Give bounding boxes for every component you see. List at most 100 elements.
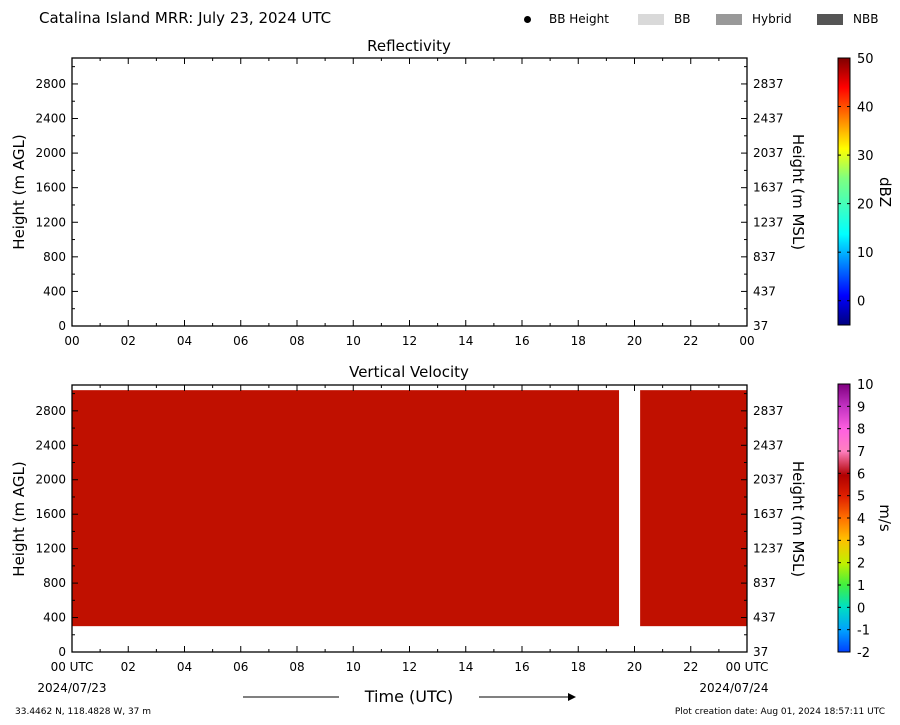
colorbar-tick-label: 10 <box>857 378 874 393</box>
legend-label: BB Height <box>549 12 609 26</box>
creation-date-note: Plot creation date: Aug 01, 2024 18:57:1… <box>675 707 885 717</box>
colorbar-tick-label: 5 <box>857 490 865 505</box>
velocity-ylabel: Height (m AGL) <box>10 461 28 576</box>
reflectivity-colorbar-label: dBZ <box>876 177 894 207</box>
y-tick-label-right: 1237 <box>753 542 784 556</box>
velocity-data-block <box>640 390 747 627</box>
legend-item-hybrid: Hybrid <box>716 12 792 26</box>
x-tick-label: 00 <box>739 334 754 348</box>
colorbar-tick-label: 40 <box>857 101 874 116</box>
y-tick-label-right: 2437 <box>753 112 784 126</box>
legend-box-marker <box>716 14 742 25</box>
y-tick-label-right: 2037 <box>753 473 784 487</box>
y-tick-label: 0 <box>58 645 66 659</box>
legend-dot-marker <box>524 16 531 23</box>
x-tick-label: 14 <box>458 334 473 348</box>
x-tick-label: 02 <box>121 660 136 674</box>
x-tick-label: 10 <box>346 334 361 348</box>
x-tick-label: 18 <box>571 660 586 674</box>
legend-box-marker <box>817 14 843 25</box>
legend-box-marker <box>638 14 664 25</box>
y-tick-label: 2000 <box>35 473 66 487</box>
colorbar-tick-label: -2 <box>857 646 870 661</box>
x-tick-label: 02 <box>121 334 136 348</box>
x-tick-label: 18 <box>571 334 586 348</box>
x-tick-label: 04 <box>177 660 192 674</box>
velocity-ylabel-right: Height (m MSL) <box>789 461 807 577</box>
colorbar-tick-label: 1 <box>857 579 865 594</box>
x-tick-label: 20 <box>627 334 642 348</box>
x-tick-label: 20 <box>627 660 642 674</box>
location-note: 33.4462 N, 118.4828 W, 37 m <box>15 707 151 717</box>
y-tick-label-right: 37 <box>753 645 768 659</box>
y-tick-label: 400 <box>43 284 66 298</box>
y-tick-label-right: 2437 <box>753 438 784 452</box>
colorbar-tick-label: 10 <box>857 246 874 261</box>
colorbar-tick-label: 9 <box>857 400 865 415</box>
y-tick-label: 2800 <box>35 77 66 91</box>
velocity-data-block <box>72 390 620 627</box>
velocity-colorbar-ticks: -2 -1 0 1 2 3 4 5 6 7 8 9 10 <box>838 378 874 661</box>
page-title: Catalina Island MRR: July 23, 2024 UTC <box>39 9 332 27</box>
y-tick-label: 1600 <box>35 181 66 195</box>
reflectivity-colorbar <box>837 57 851 326</box>
xlabel-arrow-head <box>568 693 576 701</box>
y-tick-label: 800 <box>43 250 66 264</box>
y-tick-label: 1200 <box>35 542 66 556</box>
y-tick-label: 2400 <box>35 112 66 126</box>
colorbar-tick-label: 20 <box>857 198 874 213</box>
y-tick-label: 400 <box>43 611 66 625</box>
legend-label: BB <box>674 12 691 26</box>
y-tick-label: 1200 <box>35 215 66 229</box>
y-tick-label-right: 437 <box>753 284 776 298</box>
x-tick-label: 06 <box>233 660 248 674</box>
y-tick-label: 0 <box>58 319 66 333</box>
x-tick-label: 12 <box>402 660 417 674</box>
colorbar-tick-label: 50 <box>857 52 874 67</box>
date-start: 2024/07/23 <box>37 681 106 695</box>
legend-item-bb: BB <box>638 12 690 26</box>
y-tick-label-right: 37 <box>753 319 768 333</box>
legend-item-nbb: NBB <box>817 12 878 26</box>
y-tick-label: 2800 <box>35 404 66 418</box>
y-tick-label-right: 837 <box>753 576 776 590</box>
x-tick-label: 22 <box>683 660 698 674</box>
y-tick-label: 800 <box>43 576 66 590</box>
velocity-data <box>72 390 747 627</box>
x-tick-label: 08 <box>289 660 304 674</box>
y-tick-label-right: 437 <box>753 611 776 625</box>
xlabel: Time (UTC) <box>364 687 453 706</box>
reflectivity-ylabel: Height (m AGL) <box>10 134 28 249</box>
x-tick-label: 06 <box>233 334 248 348</box>
colorbar-tick-label: -1 <box>857 624 870 639</box>
colorbar-tick-label: 2 <box>857 557 865 572</box>
x-tick-label: 16 <box>514 660 529 674</box>
x-tick-label: 22 <box>683 334 698 348</box>
x-tick-label: 16 <box>514 334 529 348</box>
velocity-title: Vertical Velocity <box>349 363 469 381</box>
x-tick-label: 04 <box>177 334 192 348</box>
colorbar-tick-label: 7 <box>857 445 865 460</box>
colorbar-tick-label: 6 <box>857 467 865 482</box>
y-tick-label: 1600 <box>35 507 66 521</box>
colorbar-tick-label: 8 <box>857 423 865 438</box>
velocity-colorbar-label: m/s <box>876 504 894 532</box>
y-tick-label-right: 1237 <box>753 215 784 229</box>
x-tick-label: 00 UTC <box>51 660 94 674</box>
y-tick-label-right: 1637 <box>753 181 784 195</box>
legend-label: NBB <box>853 12 879 26</box>
legend-label: Hybrid <box>752 12 792 26</box>
colorbar-tick-label: 4 <box>857 512 865 527</box>
reflectivity-ylabel-right: Height (m MSL) <box>789 134 807 250</box>
colorbar-tick-label: 0 <box>857 295 865 310</box>
reflectivity-title: Reflectivity <box>367 37 451 55</box>
x-tick-label: 00 <box>64 334 79 348</box>
y-tick-label: 2400 <box>35 438 66 452</box>
y-tick-label-right: 1637 <box>753 507 784 521</box>
x-tick-label: 10 <box>346 660 361 674</box>
reflectivity-colorbar-ticks: 0 10 20 30 40 50 <box>838 52 874 310</box>
y-tick-label-right: 2837 <box>753 77 784 91</box>
